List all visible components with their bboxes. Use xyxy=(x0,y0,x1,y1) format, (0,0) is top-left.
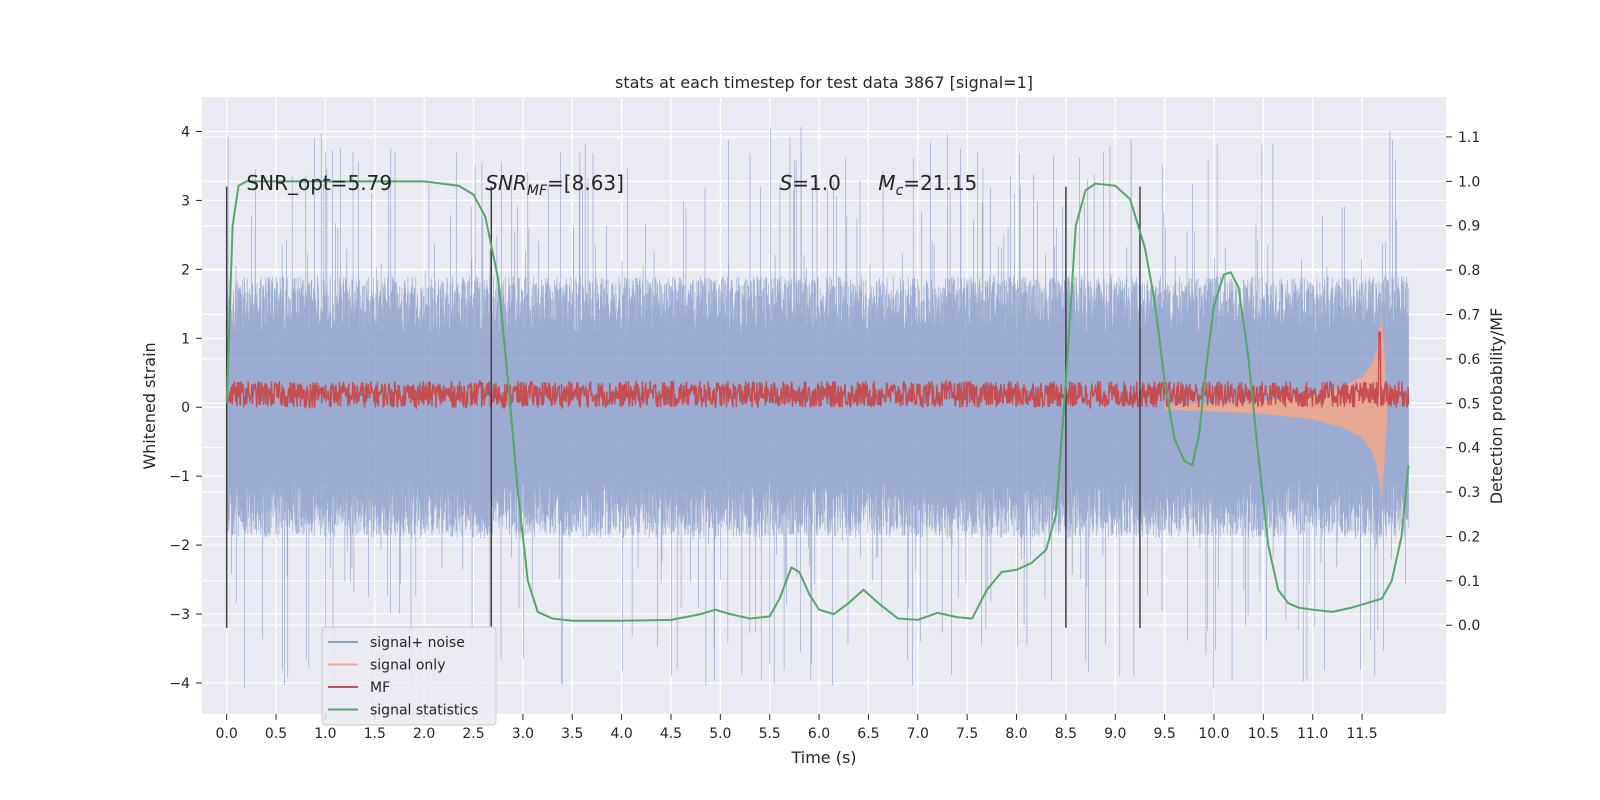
y-left-tick-label: −3 xyxy=(169,607,190,623)
x-tick-label: 6.5 xyxy=(857,726,879,742)
annotation-2: SNRMF=[8.63] xyxy=(485,171,624,199)
y-right-tick-label: 0.7 xyxy=(1458,308,1480,324)
x-tick-label: 8.0 xyxy=(1005,726,1027,742)
legend-label: MF xyxy=(370,680,390,696)
data-layer xyxy=(225,126,1410,689)
chart-title: stats at each timestep for test data 386… xyxy=(615,73,1033,92)
y-left-tick-label: −2 xyxy=(169,538,190,554)
x-tick-label: 3.0 xyxy=(512,726,534,742)
legend-label: signal+ noise xyxy=(370,635,465,651)
x-axis-label: Time (s) xyxy=(790,748,856,767)
y-right-tick-label: 0.4 xyxy=(1458,441,1480,457)
annotation-3: S=1.0 xyxy=(780,171,841,195)
x-tick-label: 1.0 xyxy=(314,726,336,742)
x-tick-label: 7.5 xyxy=(956,726,978,742)
x-tick-label: 9.5 xyxy=(1153,726,1175,742)
y-axis-right-label: Detection probability/MF xyxy=(1487,308,1506,505)
x-tick-label: 8.5 xyxy=(1055,726,1077,742)
x-tick-label: 10.0 xyxy=(1198,726,1229,742)
y-left-tick-label: 3 xyxy=(181,193,190,209)
y-left-tick-label: 2 xyxy=(181,262,190,278)
x-tick-label: 5.5 xyxy=(759,726,781,742)
x-tick-label: 5.0 xyxy=(709,726,731,742)
y-right-tick-label: 1.1 xyxy=(1458,130,1480,146)
x-tick-label: 6.0 xyxy=(808,726,830,742)
y-right-tick-label: 1.0 xyxy=(1458,174,1480,190)
x-tick-label: 10.5 xyxy=(1248,726,1279,742)
y-right-tick-label: 0.9 xyxy=(1458,219,1480,235)
x-tick-label: 2.0 xyxy=(413,726,435,742)
y-right-tick-label: 0.3 xyxy=(1458,485,1480,501)
y-left-tick-label: 4 xyxy=(181,124,190,140)
x-tick-label: 0.5 xyxy=(265,726,287,742)
y-left-tick-label: −4 xyxy=(169,676,190,692)
y-right-tick-label: 0.8 xyxy=(1458,263,1480,279)
x-tick-label: 9.0 xyxy=(1104,726,1126,742)
y-right-tick-label: 0.0 xyxy=(1458,618,1480,634)
x-tick-label: 4.0 xyxy=(610,726,632,742)
x-tick-label: 11.0 xyxy=(1297,726,1328,742)
y-axis-left-label: Whitened strain xyxy=(140,342,159,469)
annotation-4: Mc=21.15 xyxy=(878,171,977,199)
y-right-tick-label: 0.6 xyxy=(1458,352,1480,368)
annotation-1: SNR_opt=5.79 xyxy=(246,171,392,195)
y-left-tick-label: 0 xyxy=(181,400,190,416)
y-right-tick-label: 0.5 xyxy=(1458,396,1480,412)
y-right-tick-label: 0.2 xyxy=(1458,529,1480,545)
legend-frame xyxy=(321,626,497,726)
x-tick-label: 0.0 xyxy=(216,726,238,742)
x-tick-label: 4.5 xyxy=(660,726,682,742)
legend-label: signal statistics xyxy=(370,703,478,719)
x-tick-label: 2.5 xyxy=(462,726,484,742)
y-right-tick-label: 0.1 xyxy=(1458,574,1480,590)
legend: signal+ noise signal only MF signal statist… xyxy=(321,626,497,726)
annotation-layer: SNR_opt=5.79 SNRMF=[8.63] S=1.0 Mc=21.15 xyxy=(246,171,977,199)
series-mf xyxy=(225,331,1410,410)
axis-layer: 0.0 0.5 1.0 1.5 2.0 2.5 3.0 3.5 4.0 4.5 5.0 5.5 6.0 6… xyxy=(169,124,1480,742)
x-tick-label: 1.5 xyxy=(364,726,386,742)
x-tick-label: 11.5 xyxy=(1346,726,1377,742)
series-signal-statistics xyxy=(225,180,1410,622)
x-tick-label: 3.5 xyxy=(561,726,583,742)
x-tick-label: 7.0 xyxy=(907,726,929,742)
legend-label: signal only xyxy=(370,658,445,674)
y-left-tick-label: −1 xyxy=(169,469,190,485)
y-left-tick-label: 1 xyxy=(181,331,190,347)
